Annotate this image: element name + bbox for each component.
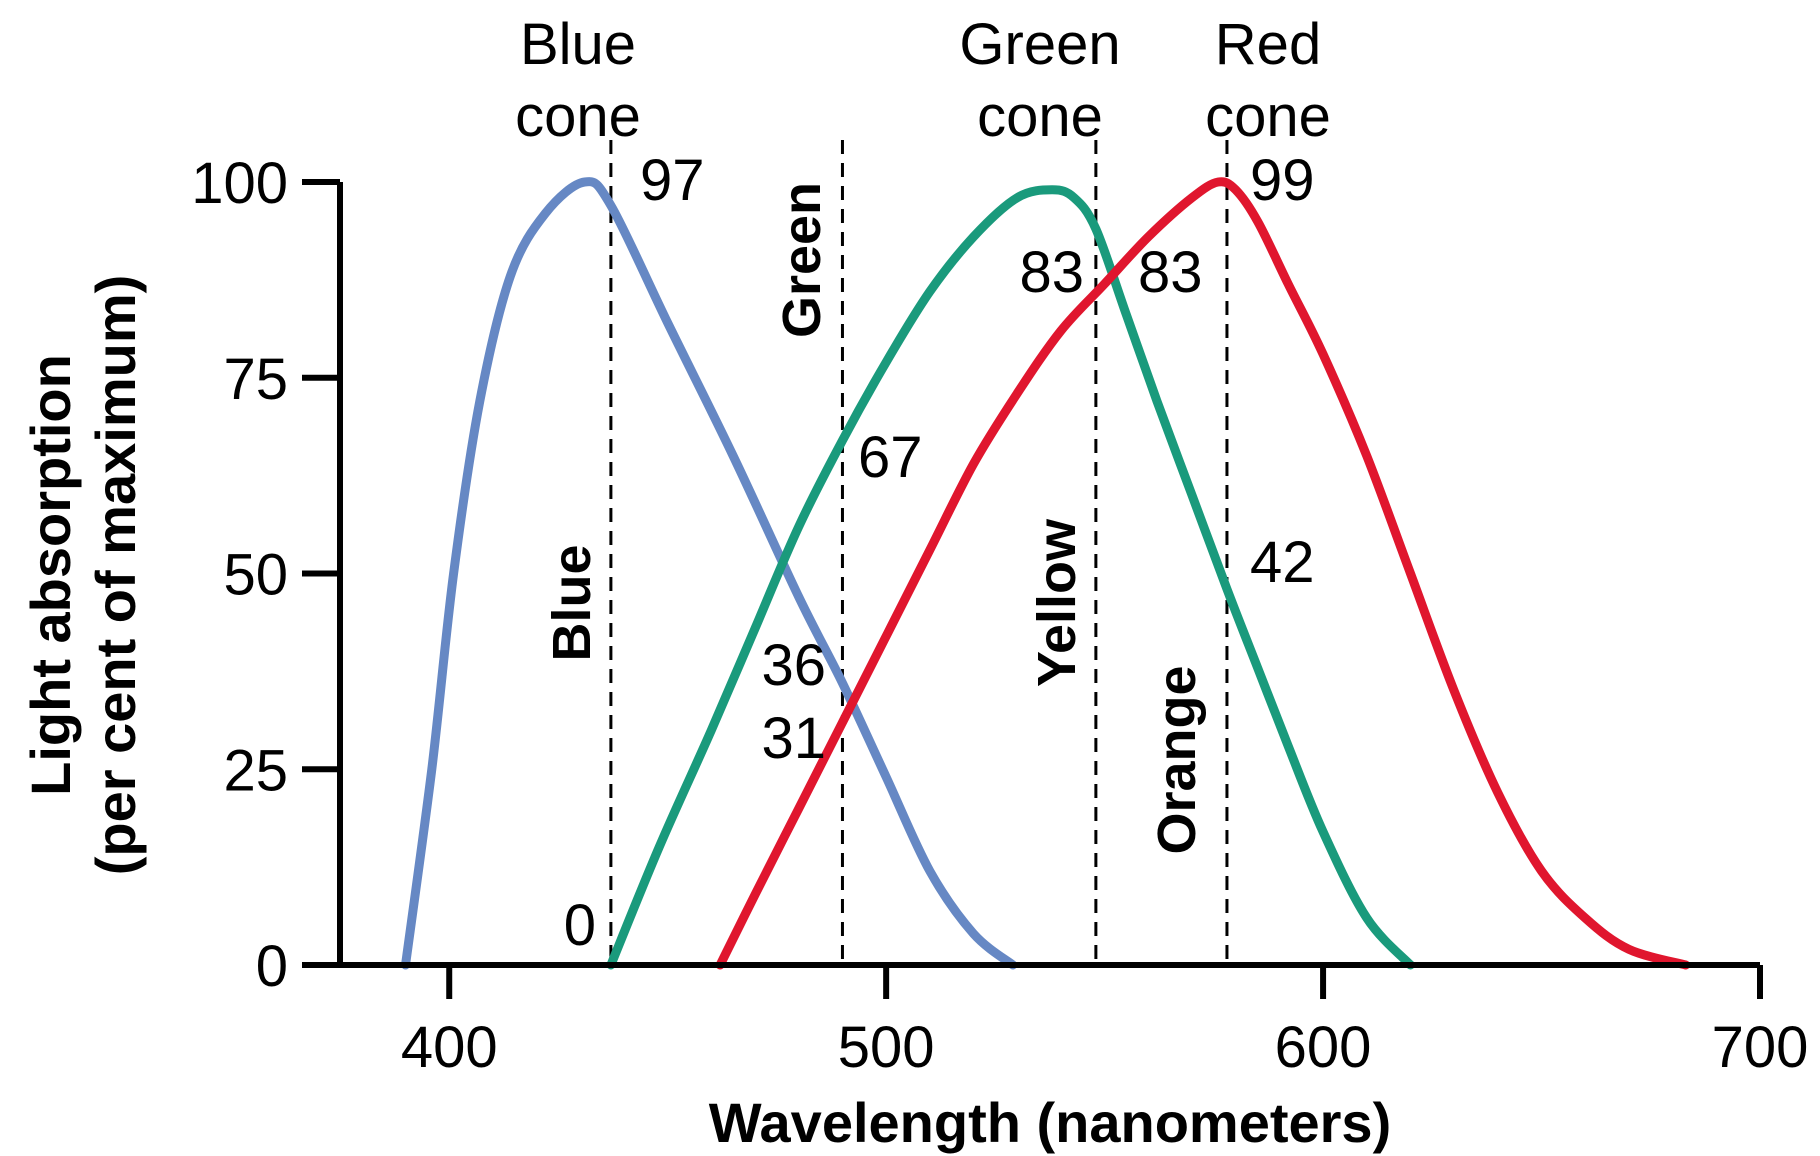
x-tick-label-500: 500	[838, 1015, 935, 1080]
region-label-orange: Orange	[1147, 665, 1207, 854]
blue-cone-label-line2: cone	[515, 84, 641, 149]
x-tick-label-700: 700	[1712, 1015, 1809, 1080]
annotation-97: 97	[640, 148, 705, 213]
annotation-31: 31	[761, 706, 826, 771]
absorption-curves	[401, 177, 1691, 970]
blue-cone-label-line1: Blue	[520, 12, 636, 77]
green-cone-curve	[606, 185, 1415, 970]
annotation-83-red: 83	[1138, 240, 1203, 305]
x-tick-label-600: 600	[1275, 1015, 1372, 1080]
y-tick-label-100: 100	[191, 151, 288, 216]
red-cone-label-line2: cone	[1205, 84, 1331, 149]
y-tick-label-0: 0	[256, 934, 288, 999]
y-tick-label-50: 50	[223, 543, 288, 608]
x-tick-label-400: 400	[401, 1015, 498, 1080]
annotation-67: 67	[858, 425, 923, 490]
y-tick-label-25: 25	[223, 738, 288, 803]
annotation-0: 0	[564, 893, 596, 958]
annotation-36: 36	[761, 633, 826, 698]
x-axis-title: Wavelength (nanometers)	[709, 1091, 1391, 1154]
region-label-green: Green	[772, 182, 832, 338]
annotation-99: 99	[1250, 148, 1315, 213]
region-label-blue: Blue	[542, 544, 602, 661]
annotation-42: 42	[1250, 530, 1315, 595]
y-axis-title-line2: (per cent of maximum)	[84, 275, 147, 876]
green-cone-label-line1: Green	[959, 12, 1120, 77]
y-tick-label-75: 75	[223, 347, 288, 412]
green-cone-label-line2: cone	[977, 84, 1103, 149]
blue-cone-curve	[401, 177, 1018, 970]
region-label-yellow: Yellow	[1027, 518, 1087, 687]
annotation-83-green: 83	[1019, 240, 1084, 305]
red-cone-curve	[715, 177, 1691, 970]
ticks: 0 25 50 75 100 400 500 600 700	[191, 151, 1808, 1080]
y-axis-title-line1: Light absorption	[19, 354, 82, 796]
red-cone-label-line1: Red	[1215, 12, 1321, 77]
